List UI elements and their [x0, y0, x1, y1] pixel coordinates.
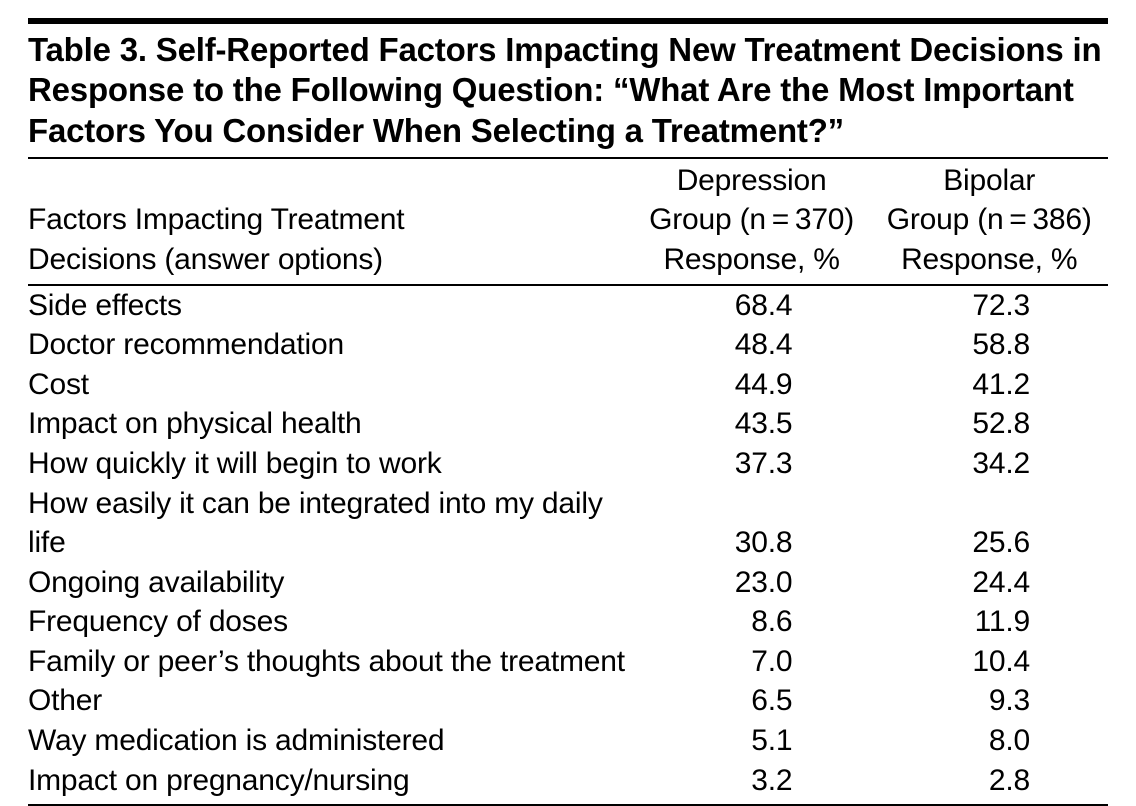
- g2-l1: Bipolar: [943, 164, 1035, 197]
- group2-cell: 58.8: [870, 325, 1108, 365]
- factor-cell: Cost: [28, 365, 633, 405]
- group2-cell: 41.2: [870, 365, 1108, 405]
- table-row: Other6.59.3: [28, 681, 1108, 721]
- col-header-factor: Factors Impacting Treatment Decisions (a…: [28, 161, 633, 285]
- g2-l3: Response, %: [901, 243, 1077, 276]
- table-row: How easily it can be integrated into my …: [28, 484, 1108, 563]
- factor-cell: How quickly it will begin to work: [28, 444, 633, 484]
- table-row: Way medication is administered5.18.0: [28, 721, 1108, 761]
- group1-cell: 6.5: [633, 681, 871, 721]
- factor-cell: Family or peer’s thoughts about the trea…: [28, 642, 633, 682]
- group2-cell: 72.3: [870, 285, 1108, 326]
- factor-cell: Side effects: [28, 285, 633, 326]
- group1-cell: 68.4: [633, 285, 871, 326]
- factor-header-l1: Factors Impacting Treatment: [28, 203, 404, 236]
- group1-cell: 8.6: [633, 602, 871, 642]
- group2-cell: 2.8: [870, 761, 1108, 806]
- factor-cell: How easily it can be integrated into my …: [28, 484, 633, 563]
- factor-cell: Other: [28, 681, 633, 721]
- factor-cell: Impact on physical health: [28, 404, 633, 444]
- g2-l2: Group (n = 386): [887, 203, 1092, 236]
- g1-l3: Response, %: [663, 243, 839, 276]
- top-rule: [28, 18, 1108, 24]
- table-row: Ongoing availability23.024.4: [28, 563, 1108, 603]
- title-rule: [28, 157, 1108, 159]
- group1-cell: 7.0: [633, 642, 871, 682]
- header-row: Factors Impacting Treatment Decisions (a…: [28, 161, 1108, 285]
- group1-cell: 37.3: [633, 444, 871, 484]
- group2-cell: 11.9: [870, 602, 1108, 642]
- factor-cell: Ongoing availability: [28, 563, 633, 603]
- col-header-group2: Bipolar Group (n = 386) Response, %: [870, 161, 1108, 285]
- table-row: Frequency of doses8.611.9: [28, 602, 1108, 642]
- group2-cell: 10.4: [870, 642, 1108, 682]
- group1-cell: 48.4: [633, 325, 871, 365]
- factor-cell: Doctor recommendation: [28, 325, 633, 365]
- group1-cell: 44.9: [633, 365, 871, 405]
- table-row: Family or peer’s thoughts about the trea…: [28, 642, 1108, 682]
- group1-cell: 23.0: [633, 563, 871, 603]
- group1-cell: 43.5: [633, 404, 871, 444]
- page: Table 3. Self-Reported Factors Impacting…: [0, 0, 1136, 728]
- group2-cell: 9.3: [870, 681, 1108, 721]
- group1-cell: 30.8: [633, 484, 871, 563]
- table-row: Cost44.941.2: [28, 365, 1108, 405]
- group2-cell: 34.2: [870, 444, 1108, 484]
- factor-header-l2: Decisions (answer options): [28, 243, 383, 276]
- table-body: Side effects68.472.3Doctor recommendatio…: [28, 285, 1108, 806]
- table-row: How quickly it will begin to work37.334.…: [28, 444, 1108, 484]
- data-table: Factors Impacting Treatment Decisions (a…: [28, 161, 1108, 806]
- group2-cell: 52.8: [870, 404, 1108, 444]
- factor-cell: Impact on pregnancy/nursing: [28, 761, 633, 806]
- table-row: Doctor recommendation48.458.8: [28, 325, 1108, 365]
- group2-cell: 24.4: [870, 563, 1108, 603]
- factor-cell: Frequency of doses: [28, 602, 633, 642]
- group1-cell: 3.2: [633, 761, 871, 806]
- table-title: Table 3. Self-Reported Factors Impacting…: [28, 30, 1108, 151]
- g1-l1: Depression: [677, 164, 827, 197]
- table-row: Impact on physical health43.552.8: [28, 404, 1108, 444]
- group1-cell: 5.1: [633, 721, 871, 761]
- col-header-group1: Depression Group (n = 370) Response, %: [633, 161, 871, 285]
- group2-cell: 25.6: [870, 484, 1108, 563]
- table-row: Side effects68.472.3: [28, 285, 1108, 326]
- group2-cell: 8.0: [870, 721, 1108, 761]
- g1-l2: Group (n = 370): [649, 203, 854, 236]
- table-row: Impact on pregnancy/nursing3.22.8: [28, 761, 1108, 806]
- factor-cell: Way medication is administered: [28, 721, 633, 761]
